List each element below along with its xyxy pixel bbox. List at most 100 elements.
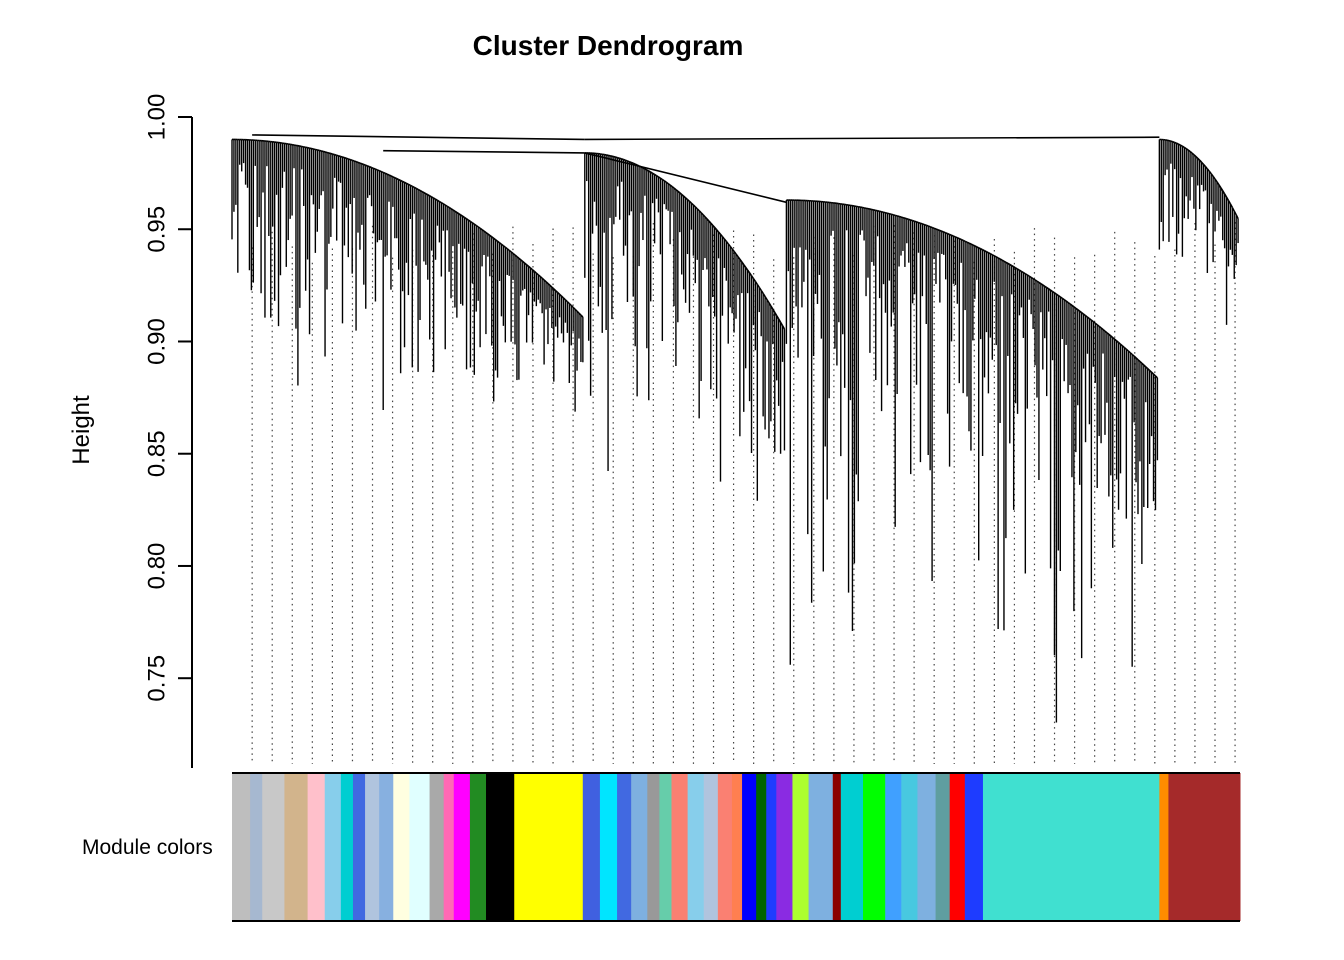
dendrogram-link (460, 214, 464, 217)
module-color-band (262, 773, 285, 921)
dendrogram-link (991, 254, 995, 257)
dendrogram-link (493, 237, 497, 241)
dendrogram-link (632, 162, 636, 165)
dendrogram-link (717, 231, 722, 235)
module-color-band (949, 773, 966, 921)
dendrogram-link (931, 226, 935, 229)
dendrogram-link (941, 230, 945, 233)
dendrogram-link (394, 176, 398, 180)
dendrogram-link (1044, 285, 1048, 289)
dendrogram-link (1193, 154, 1197, 158)
dendrogram-link (1098, 325, 1102, 329)
y-tick-label: 1.00 (143, 94, 170, 141)
module-color-band (917, 773, 937, 921)
dendrogram-link (1149, 369, 1153, 373)
dendrogram-link (617, 156, 620, 160)
dendrogram-link (1214, 178, 1218, 183)
dendrogram-link (906, 218, 910, 221)
dendrogram-link (547, 282, 551, 286)
dendrogram-link (435, 198, 438, 202)
dendrogram-link (1176, 142, 1179, 145)
dendrogram-link (562, 297, 566, 301)
dendrogram-link (984, 250, 987, 253)
dendrogram-link (409, 184, 413, 188)
dendrogram-link (479, 227, 483, 231)
dendrogram-link (1133, 355, 1137, 359)
dendrogram-link (752, 278, 757, 282)
dendrogram-link (1054, 292, 1057, 295)
dendrogram-link (982, 249, 985, 252)
dendrogram-link (1055, 293, 1059, 297)
dendrogram-link (665, 181, 669, 185)
dendrogram-link (648, 170, 652, 173)
dendrogram-link (694, 206, 698, 210)
module-color-band (832, 773, 842, 921)
dendrogram-link (408, 183, 411, 187)
dendrogram-link (576, 310, 580, 314)
dendrogram-link (539, 275, 543, 279)
dendrogram-link (889, 212, 892, 216)
dendrogram-link (330, 152, 334, 155)
dendrogram-link (328, 152, 332, 155)
dendrogram-link (625, 159, 628, 162)
dendrogram-link (1030, 276, 1034, 280)
module-color-band (1168, 773, 1241, 921)
dendrogram-link (1168, 139, 1172, 142)
dendrogram-link (320, 150, 324, 153)
dendrogram-link (669, 184, 673, 188)
dendrogram-link (1233, 210, 1237, 216)
dendrogram-link (516, 255, 520, 259)
dendrogram-link (1001, 259, 1005, 262)
dendrogram-link (706, 218, 710, 222)
dendrogram-link (1145, 366, 1149, 370)
dendrogram-link (980, 248, 983, 251)
y-tick-label: 0.75 (143, 655, 170, 702)
module-color-band (429, 773, 445, 921)
dendrogram-link (359, 162, 363, 165)
dendrogram-link (916, 221, 919, 224)
dendrogram-link (1143, 364, 1147, 368)
dendrogram-link (972, 244, 976, 247)
dendrogram-link (485, 231, 489, 235)
module-color-band (647, 773, 660, 921)
dendrogram-link (947, 232, 950, 236)
dendrogram-link (654, 173, 657, 177)
dendrogram-link (667, 182, 671, 186)
dendrogram-link (885, 211, 888, 215)
module-color-band (599, 773, 618, 921)
dendrogram-link (456, 211, 460, 215)
dendrogram-link (957, 237, 960, 240)
dendrogram-link (1011, 264, 1015, 268)
dendrogram-link (529, 267, 533, 271)
dendrogram-link (566, 301, 570, 305)
dendrogram-link (1026, 274, 1030, 277)
dendrogram-link (1069, 303, 1073, 306)
dendrogram-link (1180, 144, 1183, 147)
dendrogram-link (400, 179, 403, 183)
dendrogram-link (518, 257, 522, 261)
dendrogram-link (729, 245, 733, 250)
dendrogram-link (510, 251, 514, 255)
dendrogram-link (437, 199, 440, 203)
dendrogram-link (1137, 359, 1141, 363)
module-color-band (443, 773, 455, 921)
dendrogram-link (1154, 375, 1158, 379)
dendrogram-link (650, 171, 654, 174)
dendrogram-link (1077, 309, 1081, 312)
module-color-band (631, 773, 648, 921)
dendrogram-link (777, 318, 782, 323)
dendrogram-link (570, 304, 574, 308)
dendrogram-link (520, 259, 524, 263)
dendrogram-link (1061, 297, 1065, 301)
dendrogram-link (910, 219, 913, 222)
dendrogram-root-link (584, 136, 1160, 141)
dendrogram-link (758, 286, 762, 291)
dendrogram-link (1083, 313, 1087, 317)
dendrogram-link (745, 266, 749, 271)
dendrogram-link (1009, 263, 1013, 267)
dendrogram-link (379, 170, 382, 173)
dendrogram-link (439, 200, 442, 204)
dendrogram-link (962, 239, 966, 243)
module-color-band (901, 773, 918, 921)
